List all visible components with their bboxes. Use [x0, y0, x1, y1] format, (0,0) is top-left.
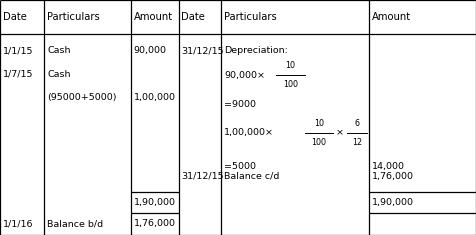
- Text: 31/12/15: 31/12/15: [181, 172, 224, 181]
- Text: Balance b/d: Balance b/d: [47, 219, 103, 228]
- Text: 1,00,000×: 1,00,000×: [224, 128, 274, 137]
- Text: =5000: =5000: [224, 162, 256, 171]
- Text: 1/7/15: 1/7/15: [3, 70, 33, 78]
- Text: ×: ×: [336, 128, 344, 137]
- Text: 1/1/15: 1/1/15: [3, 46, 33, 55]
- Text: Amount: Amount: [134, 12, 173, 22]
- Text: 6: 6: [355, 119, 359, 128]
- Text: Date: Date: [181, 12, 205, 22]
- Text: 10: 10: [314, 119, 324, 128]
- Text: Cash: Cash: [47, 46, 70, 55]
- Text: 1/1/16: 1/1/16: [3, 219, 33, 228]
- Text: 1,90,000: 1,90,000: [134, 198, 176, 207]
- Text: Particulars: Particulars: [224, 12, 277, 22]
- Text: 100: 100: [311, 138, 327, 147]
- Text: 90,000×: 90,000×: [224, 71, 265, 80]
- Text: Date: Date: [3, 12, 27, 22]
- Text: Balance c/d: Balance c/d: [224, 172, 279, 181]
- Text: 31/12/15: 31/12/15: [181, 46, 224, 55]
- Text: 100: 100: [283, 80, 298, 89]
- Text: =9000: =9000: [224, 100, 256, 109]
- Text: Cash: Cash: [47, 70, 70, 78]
- Text: 1,00,000: 1,00,000: [134, 93, 176, 102]
- Text: (95000+5000): (95000+5000): [47, 93, 117, 102]
- Text: 1,90,000: 1,90,000: [372, 198, 414, 207]
- Text: Particulars: Particulars: [47, 12, 100, 22]
- Text: Depreciation:: Depreciation:: [224, 46, 288, 55]
- Text: 1,76,000: 1,76,000: [372, 172, 414, 181]
- Text: 1,76,000: 1,76,000: [134, 219, 176, 228]
- Text: 90,000: 90,000: [134, 46, 167, 55]
- Text: 12: 12: [352, 138, 362, 147]
- Text: 10: 10: [285, 61, 296, 70]
- Text: 14,000: 14,000: [372, 162, 405, 171]
- Text: Amount: Amount: [372, 12, 411, 22]
